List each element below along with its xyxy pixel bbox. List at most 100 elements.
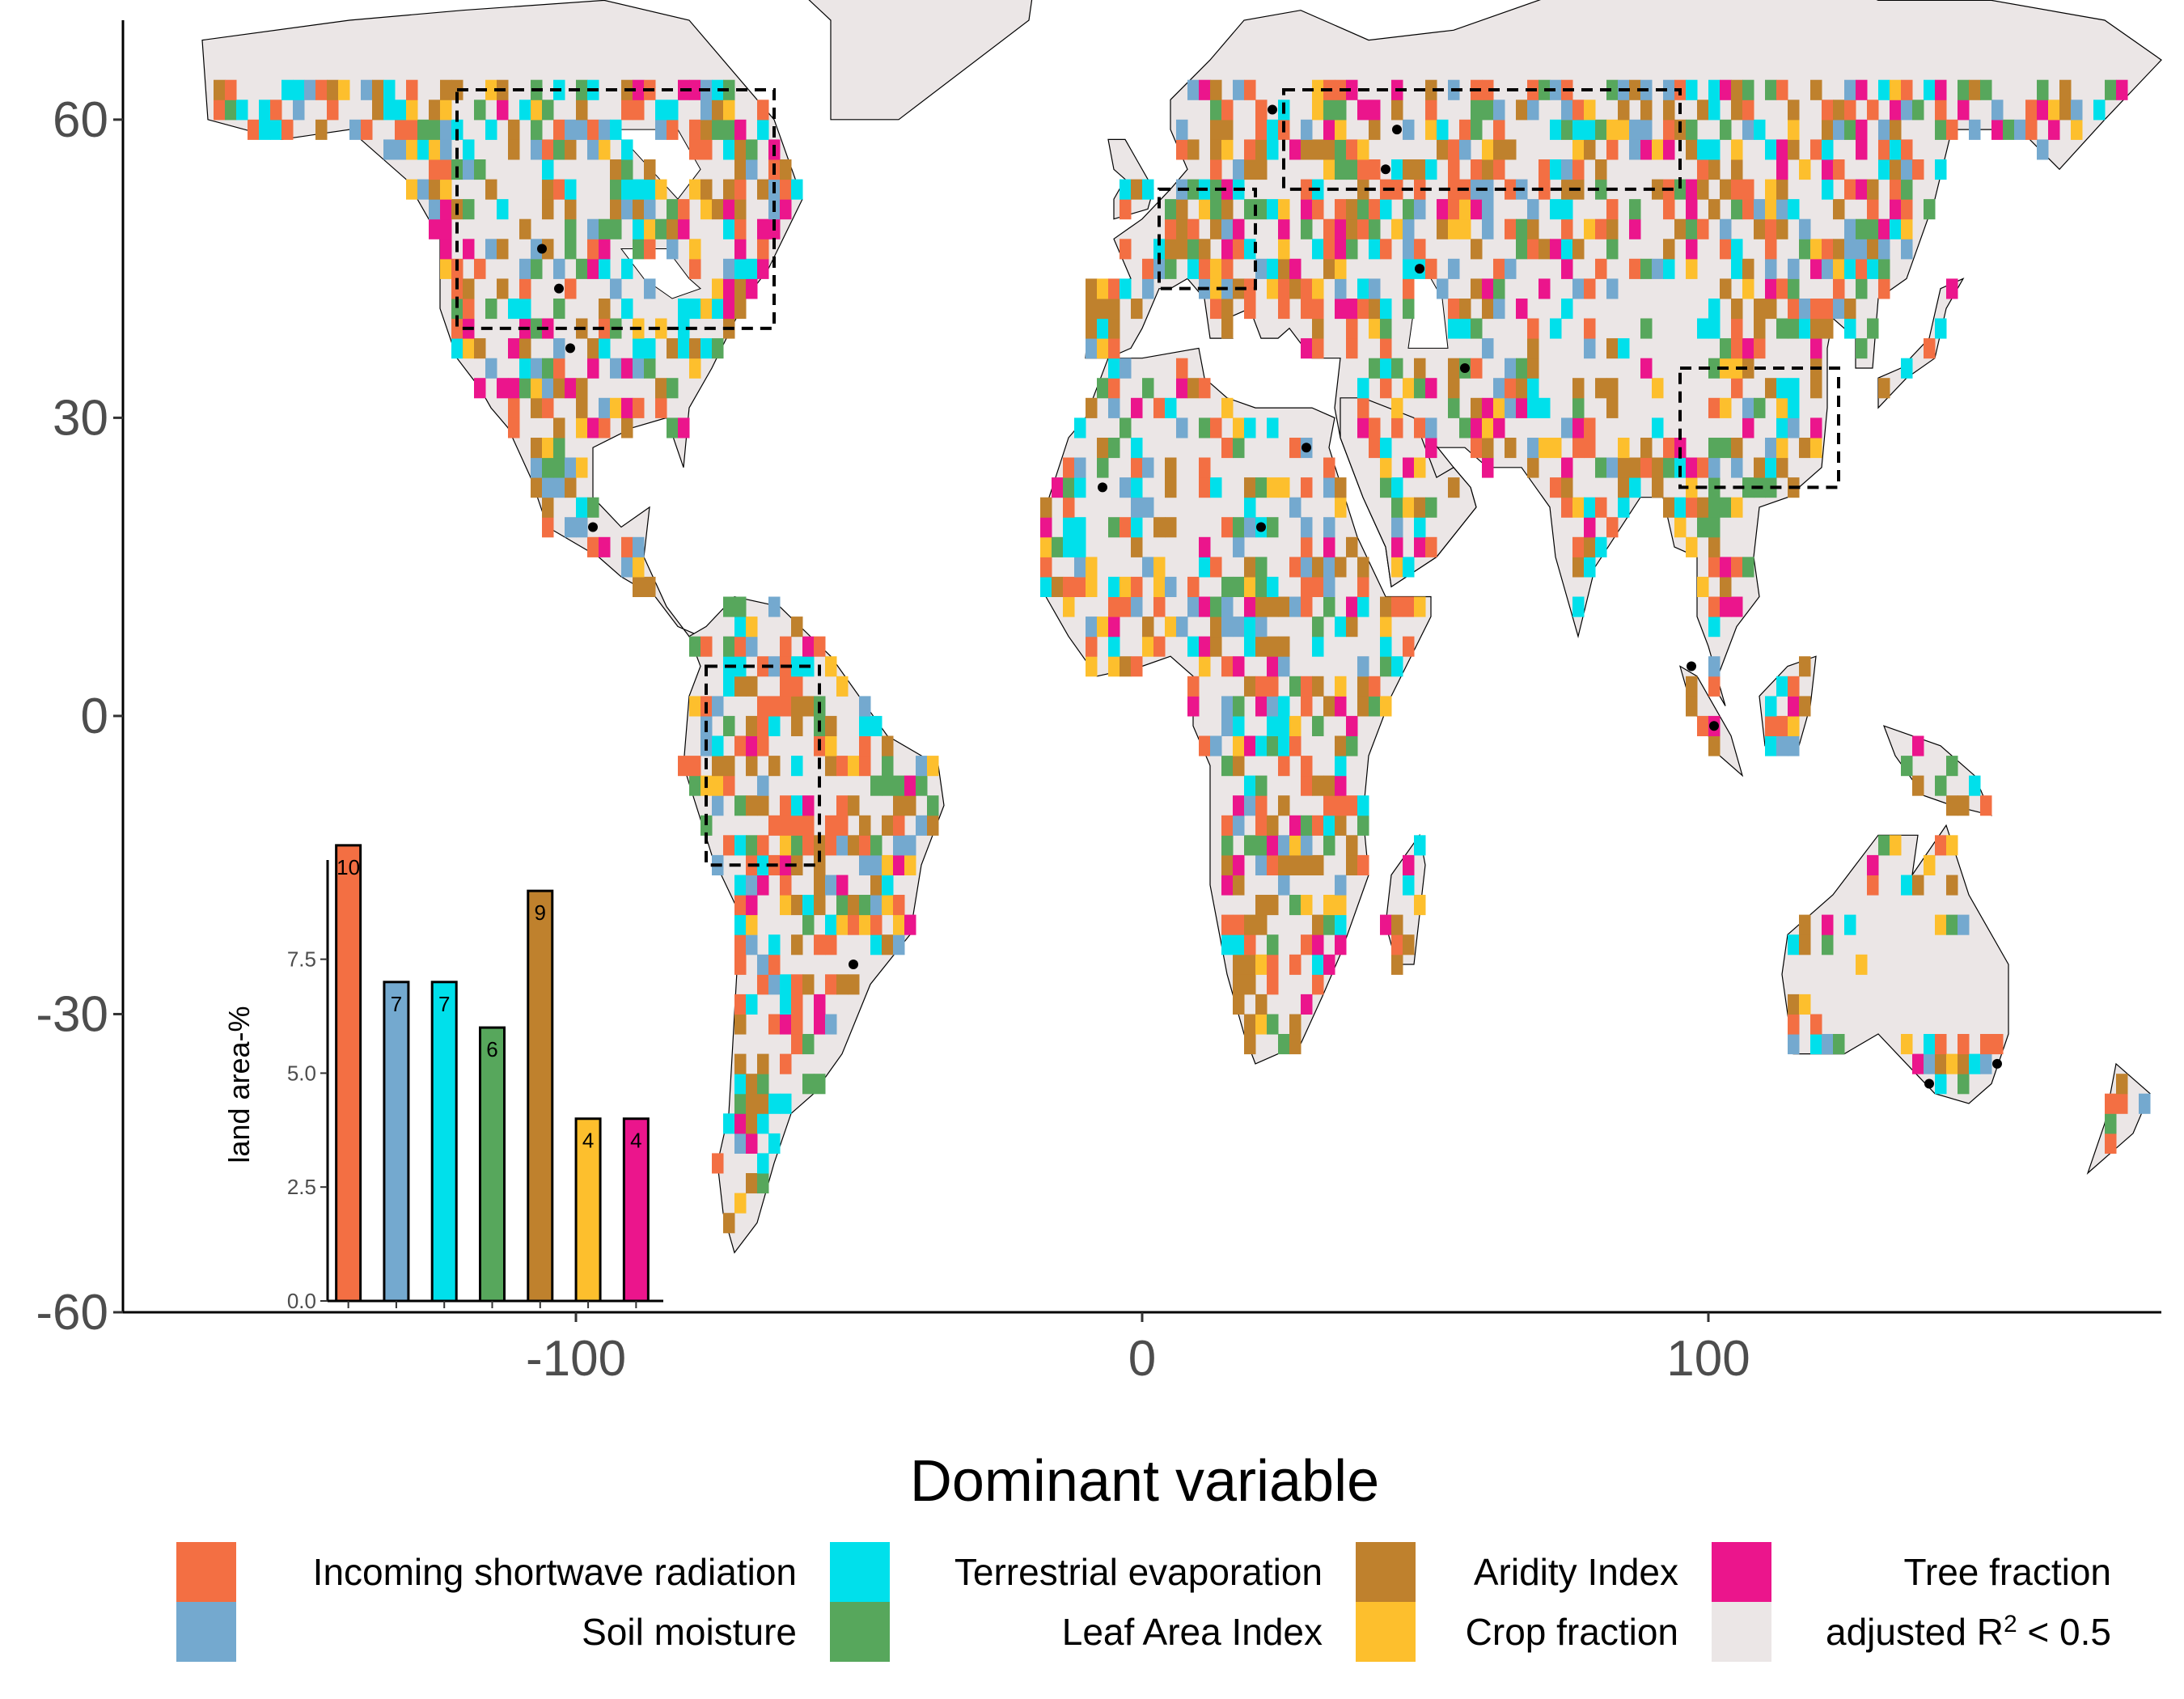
grid-cell: [1301, 199, 1313, 220]
grid-cell: [576, 100, 588, 121]
grid-cell: [1742, 258, 1754, 279]
grid-cell: [1901, 875, 1913, 896]
grid-cell: [553, 139, 565, 160]
grid-cell: [1097, 438, 1109, 459]
grid-cell: [1912, 875, 1924, 896]
grid-cell: [734, 139, 747, 160]
grid-cell: [1754, 119, 1766, 140]
grid-cell: [1799, 934, 1811, 955]
grid-cell: [768, 596, 781, 617]
grid-cell: [1233, 756, 1245, 777]
grid-cell: [870, 875, 882, 896]
grid-cell: [1233, 79, 1245, 100]
grid-cell: [531, 100, 543, 121]
grid-cell: [1527, 318, 1539, 339]
grid-cell: [802, 895, 815, 916]
grid-cell: [1731, 159, 1743, 180]
grid-cell: [1312, 934, 1324, 955]
grid-cell: [1878, 258, 1890, 279]
grid-cell: [836, 875, 849, 896]
grid-cell: [1414, 358, 1426, 379]
grid-cell: [712, 100, 724, 121]
grid-cell: [1731, 378, 1743, 399]
grid-cell: [1187, 596, 1200, 617]
legend-title: Dominant variable: [910, 1449, 1379, 1514]
site-marker: [1924, 1078, 1934, 1089]
grid-cell: [678, 199, 690, 220]
grid-cell: [1108, 576, 1120, 597]
grid-cell: [667, 100, 679, 121]
grid-cell: [599, 397, 611, 418]
grid-cell: [734, 1014, 747, 1035]
grid-cell: [1391, 914, 1403, 935]
grid-cell: [338, 79, 350, 100]
grid-cell: [440, 199, 452, 220]
grid-cell: [440, 100, 452, 121]
legend-key: [1356, 1542, 1416, 1602]
grid-cell: [1063, 497, 1075, 518]
grid-cell: [1301, 139, 1313, 160]
grid-cell: [836, 974, 849, 995]
grid-cell: [1052, 576, 1064, 597]
grid-cell: [1142, 258, 1154, 279]
grid-cell: [497, 278, 509, 299]
grid-cell: [1357, 397, 1369, 418]
grid-cell: [1278, 636, 1290, 657]
grid-cell: [768, 715, 781, 736]
grid-cell: [814, 854, 826, 875]
grid-cell: [1267, 139, 1279, 160]
grid-cell: [1720, 557, 1732, 578]
grid-cell: [485, 299, 497, 320]
grid-cell: [451, 338, 463, 359]
grid-cell: [531, 318, 543, 339]
grid-cell: [1754, 318, 1766, 339]
grid-cell: [633, 338, 645, 359]
grid-cell: [1108, 299, 1120, 320]
grid-cell: [1584, 100, 1596, 121]
grid-cell: [1278, 854, 1290, 875]
grid-cell: [440, 179, 452, 200]
grid-cell: [1391, 358, 1403, 379]
grid-cell: [508, 119, 520, 140]
grid-cell: [1572, 397, 1585, 418]
grid-cell: [802, 636, 815, 657]
grid-cell: [1108, 338, 1120, 359]
grid-cell: [1776, 417, 1788, 439]
inset-bar: [574, 1117, 602, 1303]
grid-cell: [1244, 477, 1256, 498]
grid-cell: [1403, 278, 1415, 299]
grid-cell: [1210, 100, 1222, 121]
grid-cell: [1244, 159, 1256, 180]
grid-cell: [1312, 79, 1324, 100]
study-box-5: [705, 664, 821, 867]
grid-cell: [1697, 218, 1709, 239]
legend-label: Terrestrial evaporation: [954, 1551, 1323, 1593]
grid-cell: [1844, 914, 1856, 935]
grid-cell: [1255, 914, 1268, 935]
grid-cell: [474, 378, 486, 399]
grid-cell: [1958, 79, 1970, 100]
grid-cell: [531, 378, 543, 399]
grid-cell: [1482, 438, 1494, 459]
grid-cell: [712, 338, 724, 359]
grid-cell: [1924, 79, 1936, 100]
grid-cell: [1912, 735, 1924, 756]
grid-cell: [1901, 179, 1913, 200]
grid-cell: [1606, 79, 1619, 100]
grid-cell: [1844, 299, 1856, 320]
grid-cell: [270, 100, 282, 121]
grid-cell: [814, 875, 826, 896]
legend-key: [830, 1542, 890, 1602]
grid-cell: [214, 100, 226, 121]
grid-cell: [1267, 199, 1279, 220]
grid-cell: [768, 815, 781, 836]
grid-cell: [2105, 1093, 2117, 1114]
grid-cell: [927, 815, 939, 836]
grid-cell: [1369, 119, 1381, 140]
grid-cell: [1301, 676, 1313, 697]
grid-cell: [1301, 756, 1313, 777]
grid-cell: [1289, 497, 1302, 518]
grid-cell: [1403, 854, 1415, 875]
study-box-3: [1158, 187, 1257, 290]
